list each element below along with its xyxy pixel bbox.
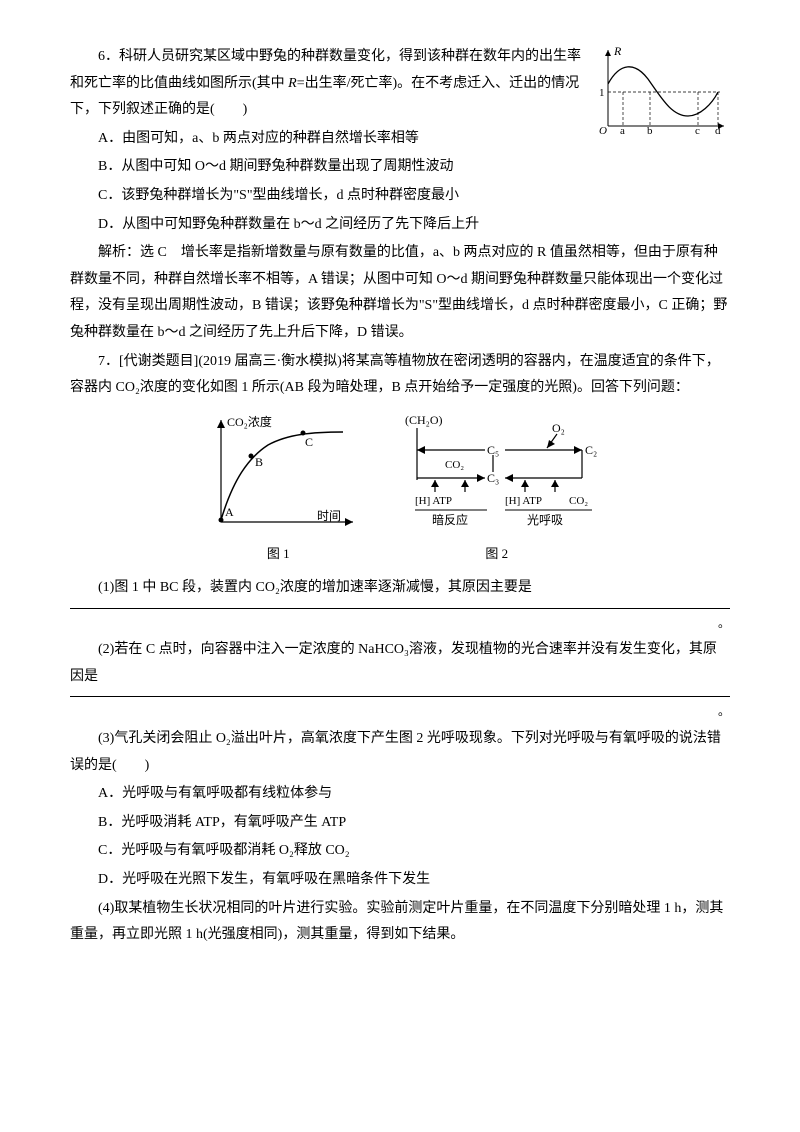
q7-p2-end: 。 [70, 699, 730, 726]
q6-xb: b [647, 125, 653, 134]
q6-D: D．从图中可知野兔种群数量在 b～d 之间经历了先下降后上升 [70, 212, 730, 239]
q6-xa: a [620, 125, 625, 134]
q7-p1: (1)图 1 中 BC 段，装置内 CO₂浓度的增加速率逐渐减慢，其原因主要是 [70, 575, 730, 602]
fig2-co2r: CO₂ [569, 495, 588, 507]
q6-xc: c [695, 125, 700, 134]
q7-D: D．光呼吸在光照下发生，有氧呼吸在黑暗条件下发生 [70, 867, 730, 894]
fig1-B: B [255, 455, 263, 469]
q7-fig2-svg: (CH₂O) O₂ C₅ C₃ CO₂ C₂ [387, 410, 607, 530]
fig2-c2: C₂ [585, 443, 597, 457]
fig1-xlabel: 时间 [317, 509, 341, 523]
fig1-label: 图 1 [193, 542, 363, 567]
q7-A: A．光呼吸与有氧呼吸都有线粒体参与 [70, 781, 730, 808]
fig2-light: 光呼吸 [527, 513, 563, 527]
q7-B: B．光呼吸消耗 ATP，有氧呼吸产生 ATP [70, 810, 730, 837]
fig2-ch2o: (CH₂O) [405, 413, 443, 427]
q7-p3: (3)气孔关闭会阻止 O₂溢出叶片，高氧浓度下产生图 2 光呼吸现象。下列对光呼… [70, 726, 730, 779]
q6-C: C．该野兔种群增长为"S"型曲线增长，d 点时种群密度最小 [70, 183, 730, 210]
fig2-hatp-l: [H] ATP [415, 495, 452, 507]
fig1-ylabel: CO₂浓度 [227, 414, 272, 429]
q7-fig1-svg: CO₂浓度 时间 A B C [193, 410, 363, 530]
fig2-co2l: CO₂ [445, 459, 464, 471]
fig2-hatp-r: [H] ATP [505, 495, 542, 507]
q7-fig2-wrap: (CH₂O) O₂ C₅ C₃ CO₂ C₂ [387, 410, 607, 567]
fig1-curve [221, 432, 343, 520]
q6-curve [608, 67, 718, 116]
q7-p4: (4)取某植物生长状况相同的叶片进行实验。实验前测定叶片重量，在不同温度下分别暗… [70, 896, 730, 949]
q7-p2-blank [70, 696, 730, 697]
q6-graph-svg: R 1 O a b c d [590, 44, 730, 134]
fig1-C: C [305, 435, 313, 449]
q6-B: B．从图中可知 O～d 期间野兔种群数量出现了周期性波动 [70, 154, 730, 181]
q6-stem-b: R [288, 76, 297, 91]
q7-fig1-wrap: CO₂浓度 时间 A B C 图 1 [193, 410, 363, 567]
q6-y1: 1 [599, 87, 605, 99]
q7-header: 7．[代谢类题目](2019 届高三·衡水模拟)将某高等植物放在密闭透明的容器内… [70, 349, 730, 402]
fig2-dark: 暗反应 [432, 512, 468, 527]
fig2-c3: C₃ [487, 471, 499, 485]
fig2-label: 图 2 [387, 542, 607, 567]
q7-p2: (2)若在 C 点时，向容器中注入一定浓度的 NaHCO₃溶液，发现植物的光合速… [70, 637, 730, 690]
q6-ylabel: R [613, 44, 622, 58]
q6-xd: d [715, 125, 721, 134]
q7-p1-end: 。 [70, 611, 730, 638]
q7-p1-blank [70, 608, 730, 609]
q7-figures: CO₂浓度 时间 A B C 图 1 (CH₂O) O₂ C₅ C₃ CO₂ [70, 410, 730, 567]
fig1-A: A [225, 505, 234, 519]
fig2-c5: C₅ [487, 443, 499, 457]
q6-graph: R 1 O a b c d [590, 44, 730, 134]
q7-C: C．光呼吸与有氧呼吸都消耗 O₂释放 CO₂ [70, 838, 730, 865]
q6-explain: 解析：选 C 增长率是指新增数量与原有数量的比值，a、b 两点对应的 R 值虽然… [70, 240, 730, 346]
q6-origin: O [599, 125, 607, 134]
fig2-o2: O₂ [552, 421, 565, 435]
